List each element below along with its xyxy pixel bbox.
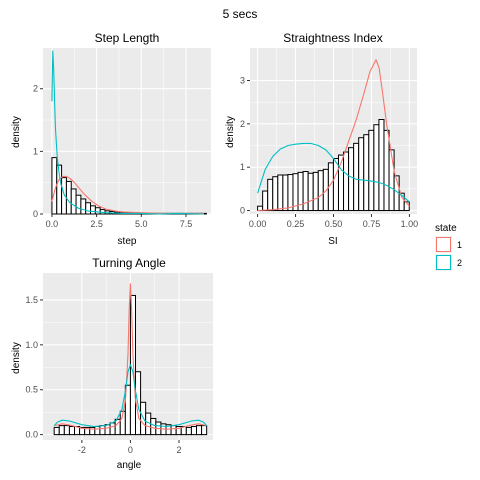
y-tick-label: 1.5 xyxy=(25,295,38,305)
histogram-bar xyxy=(378,119,385,212)
histogram-bar xyxy=(170,425,177,436)
x-tick-label: 0.00 xyxy=(249,219,267,229)
histogram-bar xyxy=(282,174,289,212)
straightness-index-panel: 0.00 0.25 0.50 0.75 1.00 0 1 2 3 Straightness In… xyxy=(225,31,418,247)
histogram-bar xyxy=(63,425,70,436)
histogram-bar xyxy=(150,417,157,436)
y-tick-label: 2 xyxy=(33,84,38,94)
x-tick-label: 1.00 xyxy=(401,219,419,229)
y-axis-label: density xyxy=(225,116,236,148)
histogram-bar xyxy=(383,129,390,212)
legend: state 1 2 xyxy=(435,223,462,271)
legend-key-state-1 xyxy=(436,237,451,252)
histogram-bar xyxy=(104,424,111,436)
histogram-bar xyxy=(109,422,116,436)
y-tick-label: 0.0 xyxy=(25,430,38,440)
histogram-bar xyxy=(190,426,197,436)
y-tick-label: 1 xyxy=(240,162,245,172)
histogram-bar xyxy=(201,425,208,436)
histogram-bar xyxy=(58,425,65,436)
legend-label: 1 xyxy=(457,240,462,250)
histogram-bar xyxy=(353,142,360,212)
x-tick-label: 0.75 xyxy=(363,219,381,229)
histogram-bar xyxy=(277,174,284,212)
x-axis-label: SI xyxy=(328,236,337,247)
histogram-bar xyxy=(373,124,380,212)
histogram-bar xyxy=(94,207,101,215)
histogram-bar xyxy=(53,426,60,436)
turning-angle-panel: -2 0 2 0.0 0.5 1.0 1.5 Turning Angle angle den… xyxy=(11,256,213,471)
page-title: 5 secs xyxy=(223,7,258,21)
y-axis-label: density xyxy=(11,116,22,148)
histogram-bar xyxy=(70,188,77,215)
histogram-bar xyxy=(307,172,314,212)
panel-title: Turning Angle xyxy=(92,256,166,270)
x-tick-label: 0.25 xyxy=(287,219,305,229)
x-tick-label: 2.5 xyxy=(90,219,103,229)
x-tick-label: -2 xyxy=(78,445,86,455)
histogram-bar xyxy=(94,426,101,436)
y-tick-label: 1.0 xyxy=(25,340,38,350)
histogram-bar xyxy=(65,180,72,215)
histogram-bar xyxy=(80,198,87,215)
density-curve-state-1 xyxy=(54,283,207,430)
histogram-bar xyxy=(343,151,350,212)
panel-title: Step Length xyxy=(95,31,160,45)
histogram-bar xyxy=(363,134,370,212)
plot-area: 0.00 0.25 0.50 0.75 1.00 0 1 2 3 xyxy=(240,48,418,229)
histogram-bar xyxy=(85,202,92,215)
histogram-bar xyxy=(90,205,96,215)
histogram-bar xyxy=(287,174,294,212)
y-tick-label: 0.5 xyxy=(25,385,38,395)
panel-title: Straightness Index xyxy=(283,31,382,45)
histogram-bar xyxy=(358,137,365,212)
density-curve-state-1 xyxy=(257,59,410,212)
histogram-bar xyxy=(312,171,319,212)
density-curve-state-2 xyxy=(257,142,410,203)
legend-title: state xyxy=(435,223,457,234)
legend-label: 2 xyxy=(457,258,462,268)
density-curve-state-2 xyxy=(53,364,208,428)
plot-area: -2 0 2 0.0 0.5 1.0 1.5 xyxy=(25,273,213,455)
histogram-bar xyxy=(267,178,274,212)
density-curve-state-2 xyxy=(51,50,204,215)
y-tick-label: 2 xyxy=(240,119,245,129)
y-axis-label: density xyxy=(11,342,22,374)
histogram-bar xyxy=(348,147,355,212)
step-length-panel: 0.0 2.5 5.0 7.5 0 1 2 Step Length step density xyxy=(11,31,211,247)
plot-area: 0.0 2.5 5.0 7.5 0 1 2 xyxy=(33,48,211,229)
histogram-bar xyxy=(185,426,192,436)
y-tick-label: 3 xyxy=(240,76,245,86)
histogram-bar xyxy=(317,170,324,212)
x-tick-label: 2 xyxy=(176,445,181,455)
x-tick-label: 0.50 xyxy=(325,219,343,229)
x-axis-label: step xyxy=(118,236,137,247)
histogram-bar xyxy=(388,149,395,212)
legend-key-state-2 xyxy=(436,255,451,270)
histogram-bar xyxy=(75,194,82,215)
histogram-bar xyxy=(262,190,269,212)
histogram-bar xyxy=(68,426,76,436)
histogram-bar xyxy=(368,129,375,212)
x-tick-label: 0 xyxy=(128,445,133,455)
y-tick-label: 1 xyxy=(33,146,38,156)
histogram-bar xyxy=(272,176,279,212)
y-tick-label: 0 xyxy=(33,209,38,219)
histogram-bar xyxy=(332,158,339,212)
histogram-bar xyxy=(61,177,67,215)
histogram-bar xyxy=(195,425,203,436)
histogram-bar xyxy=(302,171,309,212)
x-tick-label: 0.0 xyxy=(46,219,59,229)
x-tick-label: 7.5 xyxy=(180,219,193,229)
x-tick-label: 5.0 xyxy=(135,219,148,229)
x-axis-label: angle xyxy=(117,460,142,471)
histogram-bar xyxy=(99,425,106,436)
density-curve-state-1 xyxy=(51,175,204,214)
y-tick-label: 0 xyxy=(240,206,245,216)
histogram-bar xyxy=(322,168,329,212)
